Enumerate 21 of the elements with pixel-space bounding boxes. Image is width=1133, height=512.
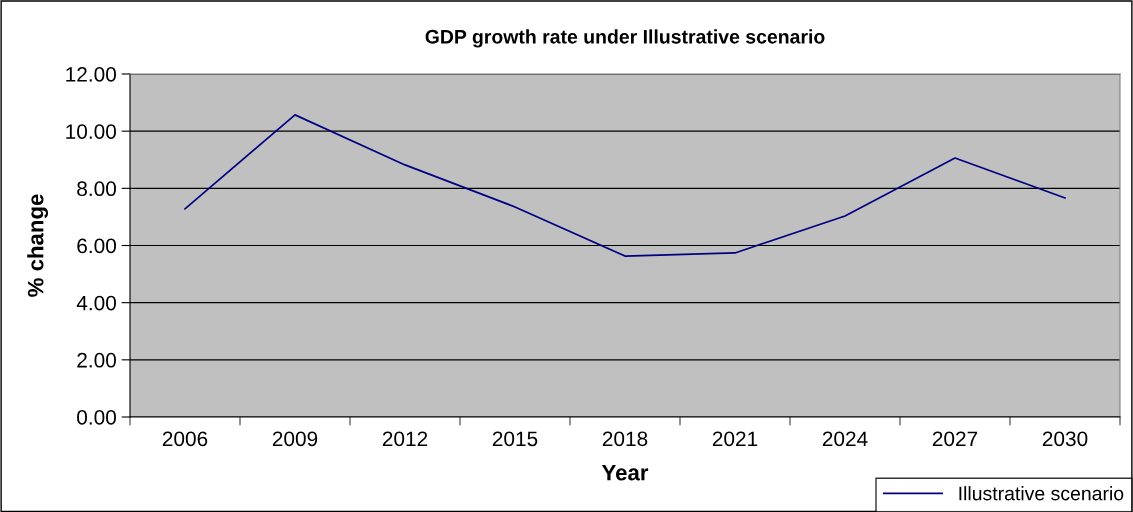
y-tick-label: 4.00 [76, 295, 116, 311]
y-tick-label: 10.00 [66, 124, 116, 139]
x-tick-label: 2018 [602, 431, 648, 447]
chart-title: GDP growth rate under Illustrative scenario [425, 29, 825, 48]
x-tick-label: 2021 [712, 431, 758, 447]
y-tick-label: 2.00 [77, 352, 116, 368]
x-tick-label: 2012 [382, 431, 428, 447]
x-tick-label: 2009 [272, 431, 318, 447]
x-tick-label: 2027 [932, 431, 978, 447]
x-tick-label: 2006 [162, 431, 208, 447]
y-tick-label: 8.00 [77, 181, 116, 197]
y-tick-label: 12.00 [66, 67, 116, 82]
y-tick-label: 0.00 [77, 410, 116, 425]
y-axis-title: % change [27, 194, 49, 297]
line-series [184, 114, 1066, 257]
x-tick-label: 2024 [822, 431, 868, 447]
x-axis-title: Year [601, 465, 649, 481]
legend-label: Illustrative scenario [959, 486, 1124, 501]
x-tick-label: 2030 [1042, 431, 1088, 447]
y-tick-label: 6.00 [77, 238, 116, 254]
x-tick-label: 2015 [492, 431, 538, 447]
